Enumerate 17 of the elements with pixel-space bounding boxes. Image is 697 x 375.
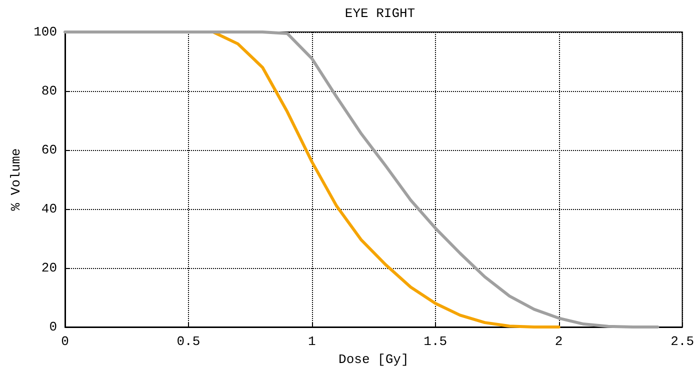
y-tick-label: 60 xyxy=(41,142,57,158)
x-tick-label: 0.5 xyxy=(176,334,200,349)
y-axis-title: % Volume xyxy=(8,148,24,211)
line-series xyxy=(64,30,660,328)
y-tick-label: 80 xyxy=(41,84,57,98)
chart-title: EYE RIGHT xyxy=(344,6,416,21)
y-tick-label: 0 xyxy=(49,320,57,334)
x-axis-title: Dose [Gy] xyxy=(338,352,409,367)
x-tick-label: 0 xyxy=(61,334,69,349)
y-tick-label: 100 xyxy=(34,24,57,40)
x-tick-label: 2.5 xyxy=(670,334,694,349)
x-tick-label: 1.5 xyxy=(424,334,448,349)
x-tick-label: 2 xyxy=(554,334,563,349)
x-tick-label: 1 xyxy=(308,334,316,349)
y-tick-label: 40 xyxy=(41,202,57,216)
y-tick-label: 20 xyxy=(41,260,57,276)
line-series xyxy=(212,30,560,328)
